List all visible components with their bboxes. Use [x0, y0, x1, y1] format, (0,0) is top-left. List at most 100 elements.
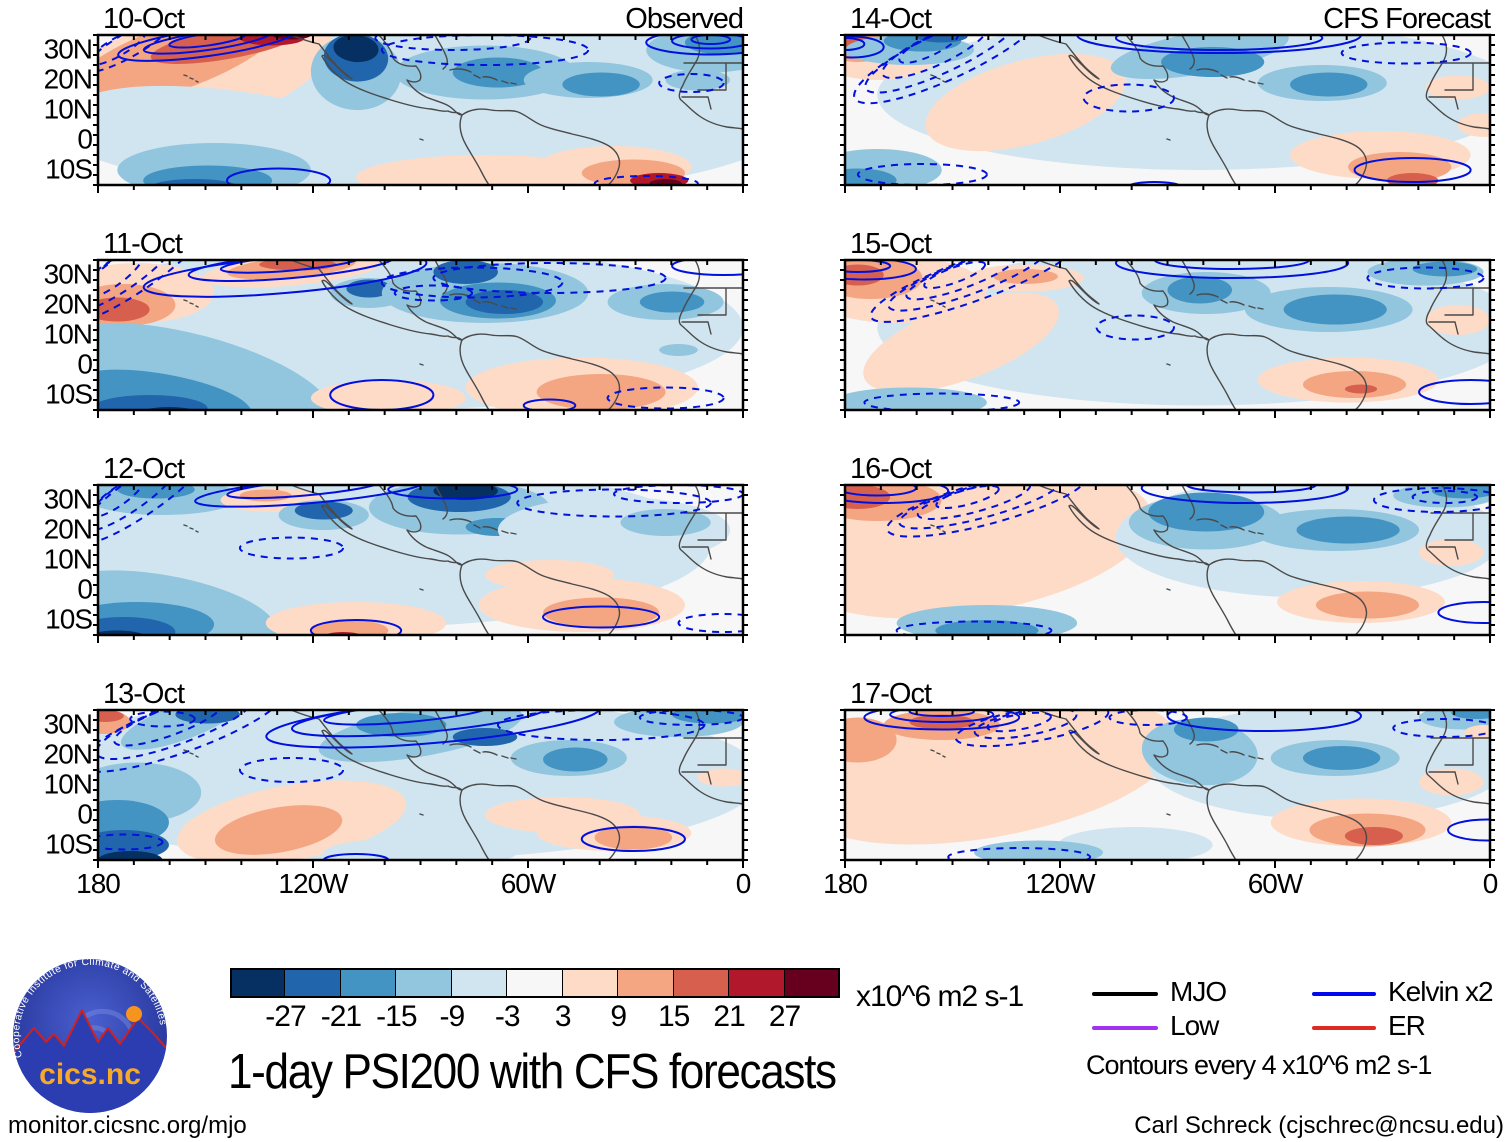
- anomaly-blob: [333, 35, 379, 63]
- anomaly-blob: [649, 179, 682, 185]
- lon-tick-label: 0: [735, 868, 752, 899]
- coastline: [930, 749, 1171, 816]
- coastline: [1208, 783, 1368, 860]
- wave-contour: [954, 710, 1110, 748]
- coastline: [378, 485, 463, 566]
- lon-tick-label: 180: [76, 868, 121, 899]
- colorbar-cell: [230, 968, 286, 998]
- coastline: [459, 114, 490, 185]
- anomaly-blob: [214, 805, 343, 855]
- wave-contour: [908, 710, 975, 717]
- lat-tick-label: 20N: [43, 288, 93, 320]
- wave-contour: [219, 260, 364, 274]
- wave-contour: [1114, 260, 1350, 279]
- colorbar-tick-label: 27: [768, 1000, 801, 1033]
- wave-contour: [226, 485, 383, 500]
- anomaly-blob: [1425, 75, 1490, 100]
- colorbar-cell: [729, 968, 785, 998]
- wave-contour: [856, 163, 988, 185]
- anomaly-blob: [993, 269, 1058, 284]
- wave-contour: [98, 35, 147, 66]
- wave-contour: [1128, 181, 1181, 185]
- anomaly-blob: [1344, 384, 1378, 394]
- logo-mountains: [13, 1009, 167, 1113]
- coastline: [290, 35, 463, 116]
- wave-contour: [98, 260, 179, 313]
- anomaly-blob: [433, 485, 498, 500]
- coastline: [1196, 293, 1264, 310]
- coastline: [1208, 108, 1368, 185]
- wave-contour: [98, 260, 213, 325]
- wave-contour: [1185, 485, 1317, 494]
- wave-contour: [522, 398, 577, 410]
- wave-contour: [1418, 379, 1490, 405]
- anomaly-blob: [697, 768, 743, 787]
- legend-line-low: [1092, 1026, 1158, 1030]
- colorbar-tick-label: 9: [610, 1000, 627, 1033]
- map-panel-12oct-observed: [93, 483, 748, 643]
- map-panel-13oct-observed: [93, 708, 748, 868]
- coastline: [1206, 564, 1237, 635]
- wave-contour: [1153, 260, 1311, 270]
- lat-tick-label: 0: [77, 348, 93, 380]
- coastline: [1208, 333, 1368, 410]
- wave-contour: [1447, 818, 1490, 842]
- wave-contour: [226, 167, 332, 185]
- wave-contour: [393, 284, 474, 302]
- anomaly-blob: [120, 710, 243, 750]
- wave-contour: [117, 35, 299, 62]
- anomaly-blob: [1457, 113, 1490, 137]
- anomaly-blob: [117, 485, 195, 499]
- footer-credit: Carl Schreck (cjschrec@ncsu.edu): [1134, 1112, 1504, 1139]
- coastline: [378, 260, 463, 341]
- anomaly-blob: [1167, 276, 1232, 304]
- lat-tick-label: 20N: [43, 63, 93, 95]
- wave-contour: [845, 37, 866, 51]
- wave-contour: [432, 262, 667, 294]
- colorbar-cell: [285, 968, 341, 998]
- anomaly-blob: [175, 710, 240, 724]
- wave-contour: [1082, 83, 1175, 113]
- coastline: [1125, 260, 1210, 341]
- lat-tick-label: 0: [77, 798, 93, 830]
- wave-contour: [322, 853, 390, 860]
- anomaly-blob: [1425, 305, 1490, 335]
- coastline: [461, 333, 621, 410]
- lat-tick-label: 20N: [43, 513, 93, 545]
- wave-contour: [845, 260, 917, 281]
- colorbar-tick-label: -3: [494, 1000, 521, 1033]
- coastline: [1181, 485, 1195, 520]
- wave-contour: [142, 260, 428, 298]
- coastline: [1425, 710, 1490, 805]
- wave-contour: [129, 710, 196, 728]
- panel-date-16oct: 16-Oct: [850, 453, 932, 485]
- wave-contour: [677, 613, 743, 633]
- axis-ticks: [840, 259, 1495, 418]
- colorbar-tick-labels: -27 -21 -15 -9 -3 3 9 15 21 27: [230, 1000, 840, 1036]
- anomaly-blob: [845, 387, 987, 410]
- coastline: [183, 74, 424, 141]
- coastline: [678, 260, 743, 355]
- coastline: [930, 524, 1171, 591]
- axis-ticks: [93, 484, 748, 643]
- coastline: [434, 485, 448, 520]
- wave-contour: [516, 488, 712, 518]
- coastline: [678, 710, 743, 805]
- wave-contour: [613, 485, 743, 504]
- axis-ticks: [93, 34, 748, 193]
- wave-contour: [886, 485, 1088, 538]
- lon-tick-label: 120W: [1025, 868, 1095, 899]
- wave-contour: [98, 833, 164, 851]
- lon-tick-label: 120W: [278, 868, 348, 899]
- map-fill-field: [845, 35, 1490, 185]
- anomaly-blob: [98, 851, 163, 860]
- anomaly-blob: [265, 602, 447, 635]
- wave-contour: [329, 379, 435, 410]
- map-fill-field: [845, 260, 1490, 410]
- anomaly-blob: [150, 35, 304, 64]
- anomaly-blob: [543, 597, 660, 628]
- colorbar-cell: [562, 968, 619, 998]
- lat-tick-label: 30N: [43, 258, 93, 290]
